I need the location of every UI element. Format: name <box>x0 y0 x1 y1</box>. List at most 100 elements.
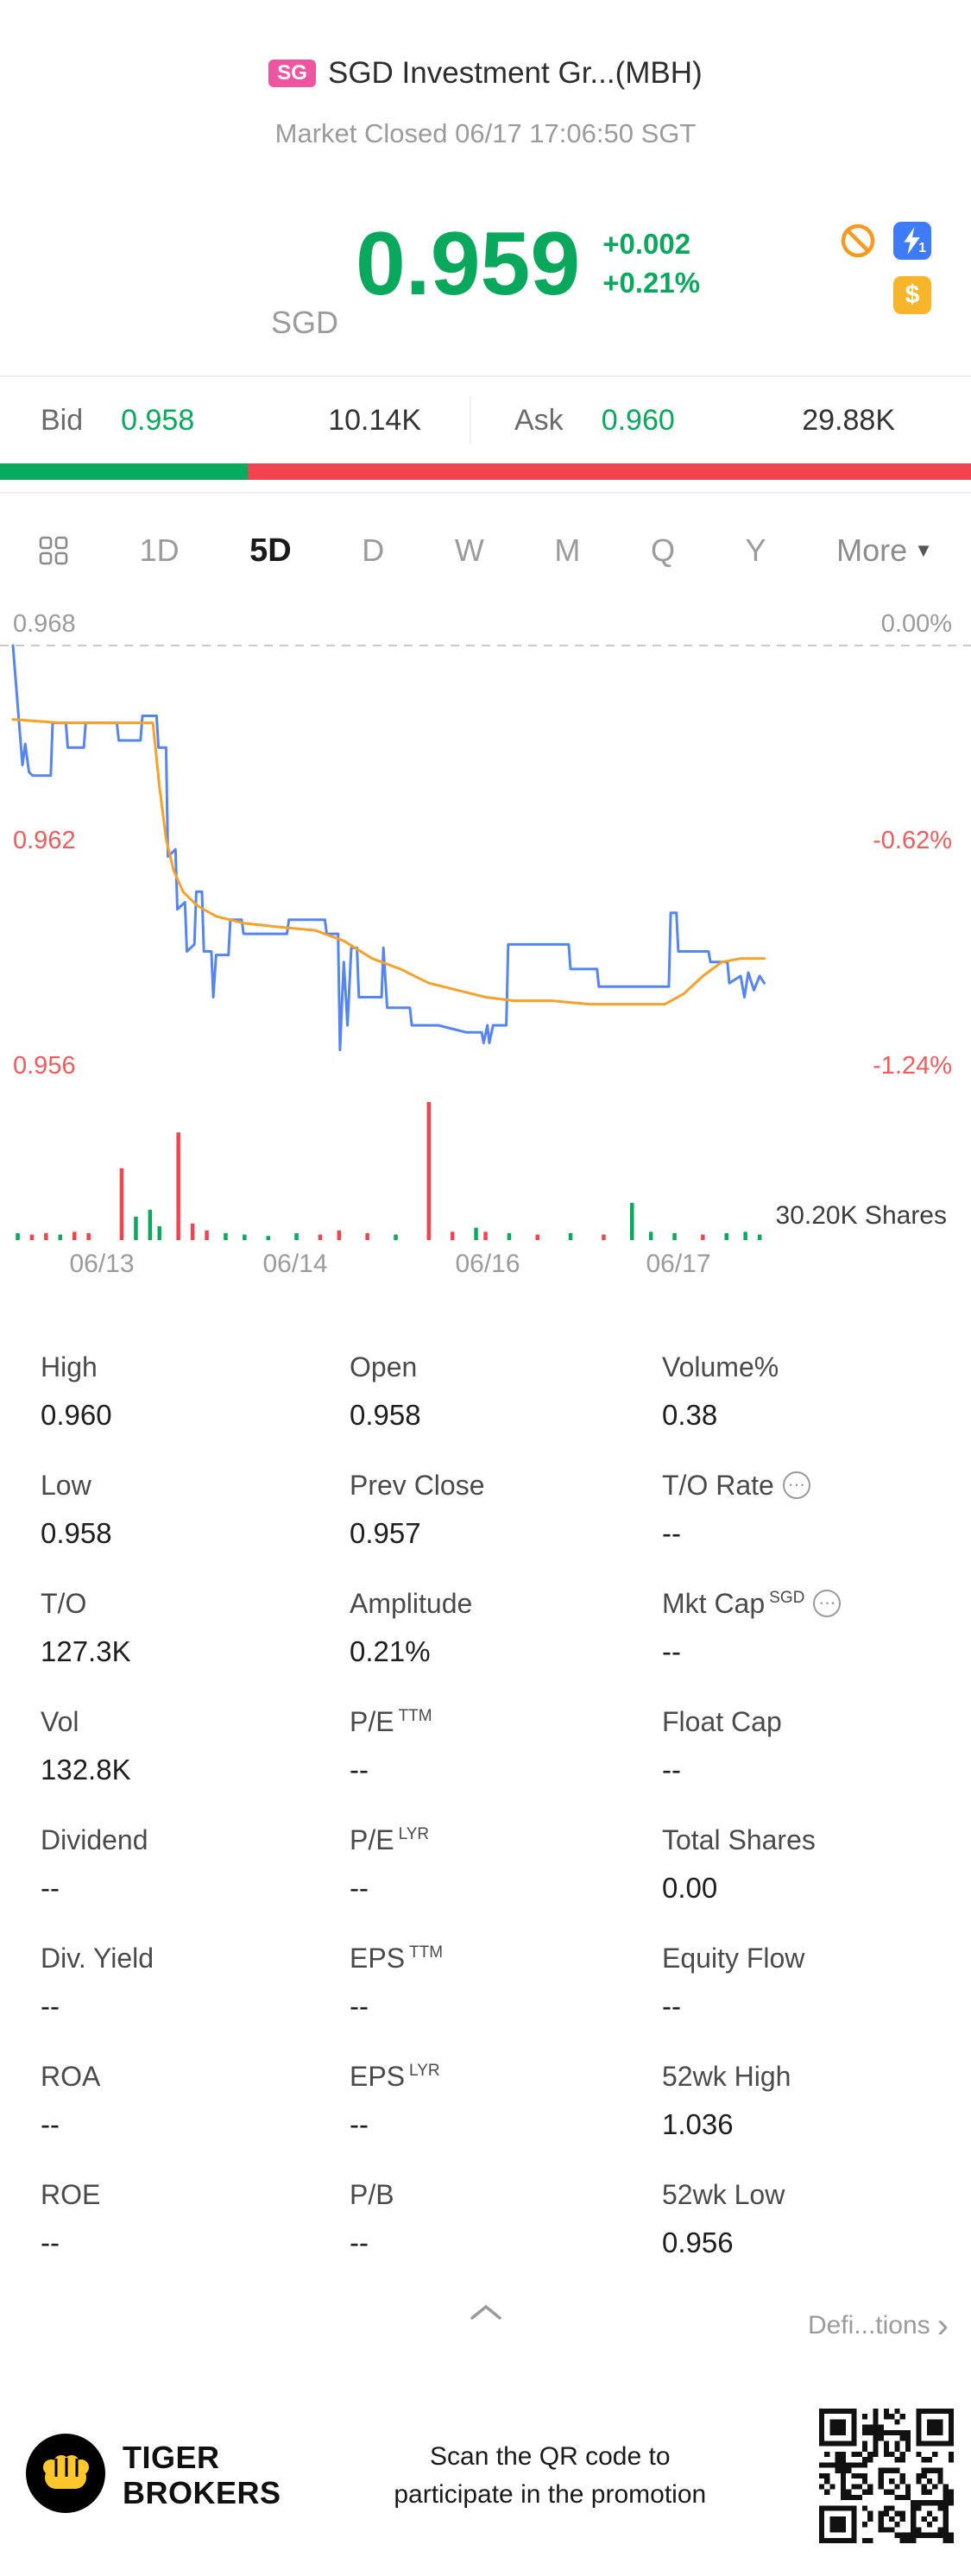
market-status: Market Closed 06/17 17:06:50 SGT <box>274 118 697 148</box>
stat-low: Low 0.958 <box>41 1470 350 1588</box>
stat-vol: Vol 132.8K <box>41 1706 350 1824</box>
stat-superscript: LYR <box>398 1825 430 1843</box>
stat-value: -- <box>662 1754 681 1786</box>
y-axis-pct-low: -1.24% <box>873 1052 952 1080</box>
stat-p-b: P/B -- <box>350 2179 662 2297</box>
stat-label: Amplitude <box>350 1588 473 1619</box>
stat-label: Vol <box>41 1706 79 1737</box>
stat-value: -- <box>350 2226 369 2258</box>
stat-roe: ROE -- <box>41 2179 350 2297</box>
stat-label: Open <box>350 1351 418 1382</box>
order-book: Bid 0.958 10.14K Ask 0.960 29.88K <box>0 377 971 463</box>
stat-eps-lyr: EPS LYR -- <box>350 2061 662 2179</box>
tab-q[interactable]: Q <box>650 532 675 568</box>
stat-value: 0.958 <box>41 1517 112 1549</box>
stat-value: -- <box>41 2108 60 2140</box>
stat-label: Low <box>41 1470 91 1501</box>
chevron-down-icon: ▼ <box>914 539 933 561</box>
price-section: SGD 0.959 +0.002 +0.21% 1 $ <box>0 152 971 377</box>
stat-open: Open 0.958 <box>350 1351 662 1470</box>
stat-prev-close: Prev Close 0.957 <box>350 1470 662 1588</box>
stat-value: -- <box>350 1754 369 1786</box>
bid-quote[interactable]: Bid 0.958 10.14K <box>0 396 470 444</box>
header: SG SGD Investment Gr...(MBH) Market Clos… <box>0 0 971 152</box>
stat-label: Equity Flow <box>662 1943 805 1974</box>
stat-value: 0.956 <box>662 2226 734 2258</box>
x-axis-label-06-16: 06/16 <box>455 1250 520 1278</box>
ask-price: 0.960 <box>601 403 675 437</box>
ask-quote[interactable]: Ask 0.960 29.88K <box>470 396 971 444</box>
stat-label: P/E LYR <box>350 1824 662 1855</box>
ask-size: 29.88K <box>802 403 895 437</box>
stat-value: 0.38 <box>662 1399 718 1431</box>
info-icon[interactable]: ⋯ <box>782 1471 810 1499</box>
stat-value: -- <box>41 1990 60 2022</box>
stat-value: 0.958 <box>350 1399 421 1431</box>
stat-value: -- <box>41 1872 60 1904</box>
stat-label: 52wk Low <box>662 2179 785 2210</box>
stat-value: 0.00 <box>662 1872 718 1904</box>
stat-superscript: SGD <box>769 1589 805 1607</box>
stat-float-cap: Float Cap -- <box>662 1706 971 1824</box>
stats-grid: High 0.960 Open 0.958 Volume% 0.38 Low 0.958 Pre… <box>0 1289 971 2297</box>
stat-t-o: T/O 127.3K <box>41 1588 350 1706</box>
stat-p-e-lyr: P/E LYR -- <box>350 1824 662 1943</box>
stat-value: 0.960 <box>41 1399 112 1431</box>
y-axis-price-mid: 0.962 <box>13 827 76 854</box>
change-percent: +0.21% <box>602 266 701 299</box>
tiger-brokers-logo <box>24 2432 107 2519</box>
stat-amplitude: Amplitude 0.21% <box>350 1588 662 1706</box>
stat-mkt-cap-sgd: Mkt Cap SGD ⋯ -- <box>662 1588 971 1706</box>
stat-label: T/O Rate ⋯ <box>662 1470 971 1501</box>
price-change-block: +0.002 +0.21% <box>602 225 700 302</box>
stat-high: High 0.960 <box>41 1351 350 1470</box>
stat-label: 52wk High <box>662 2061 791 2092</box>
stat-div-yield: Div. Yield -- <box>41 1943 350 2061</box>
bid-size: 10.14K <box>328 403 421 437</box>
stat-t-o-rate: T/O Rate ⋯ -- <box>662 1470 971 1588</box>
currency-dollar-icon[interactable]: $ <box>893 276 931 314</box>
stat-value: -- <box>350 1990 369 2022</box>
info-icon[interactable]: ⋯ <box>813 1590 842 1617</box>
footer: TIGER BROKERS Scan the QR code to partic… <box>0 2366 971 2576</box>
stat-equity-flow: Equity Flow -- <box>662 1943 971 2061</box>
stat-value: 132.8K <box>41 1754 131 1786</box>
stat-superscript: TTM <box>398 1707 432 1725</box>
stat-p-e-ttm: P/E TTM -- <box>350 1706 662 1824</box>
tab-y[interactable]: Y <box>745 532 766 568</box>
stat-superscript: TTM <box>409 1943 444 1962</box>
grid-layout-icon[interactable] <box>38 535 69 566</box>
price-chart[interactable]: 0.968 0.962 0.956 0.00% -0.62% -1.24% 30… <box>0 608 971 1289</box>
tab-d[interactable]: D <box>362 532 385 568</box>
stat-label: Mkt Cap SGD ⋯ <box>662 1588 971 1619</box>
stock-title: SGD Investment Gr...(MBH) <box>327 56 703 90</box>
tab-w[interactable]: W <box>454 532 484 568</box>
stat-label: Float Cap <box>662 1706 782 1737</box>
tab-5d[interactable]: 5D <box>249 532 292 569</box>
stat-label: EPS LYR <box>350 2061 662 2092</box>
bid-label: Bid <box>41 403 84 437</box>
exchange-badge: SG <box>268 60 316 87</box>
y-axis-pct-baseline: 0.00% <box>880 610 952 638</box>
stat-dividend: Dividend -- <box>41 1824 350 1943</box>
x-axis-label-06-13: 06/13 <box>69 1250 135 1278</box>
stat-label: P/E TTM <box>350 1706 662 1737</box>
stat-label: ROA <box>41 2061 101 2092</box>
tab-more[interactable]: More ▼ <box>836 532 933 568</box>
stat-label: P/B <box>350 2179 394 2210</box>
stat-label: Prev Close <box>350 1470 485 1501</box>
stat-volume-: Volume% 0.38 <box>662 1351 971 1470</box>
ask-label: Ask <box>514 403 564 437</box>
tab-m[interactable]: M <box>554 532 581 568</box>
stat-label: EPS TTM <box>350 1943 662 1974</box>
collapse-chevron-icon[interactable] <box>467 2301 505 2327</box>
flash-order-icon[interactable]: 1 <box>893 222 931 260</box>
stat-value: -- <box>41 2226 60 2258</box>
chart-period-tabs: 1D 5D D W M Q Y More ▼ <box>0 492 971 608</box>
currency-label: SGD <box>270 305 338 340</box>
definitions-link[interactable]: Defi...tions › <box>807 2307 949 2345</box>
collapse-row: Defi...tions › <box>0 2297 971 2366</box>
trading-restricted-icon[interactable] <box>839 222 877 260</box>
tab-1d[interactable]: 1D <box>139 532 180 568</box>
